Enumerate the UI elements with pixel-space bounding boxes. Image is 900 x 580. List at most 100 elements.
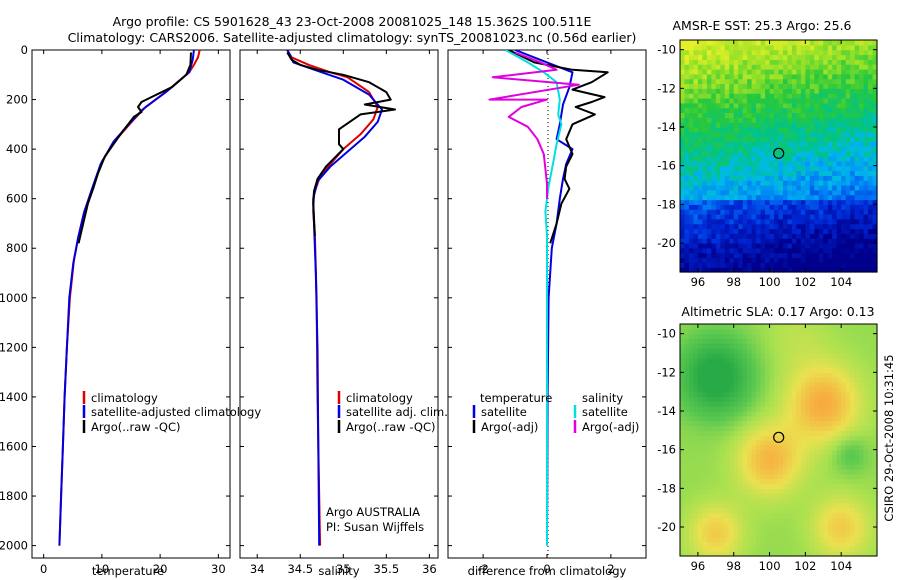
heatmap-cell: [680, 185, 686, 191]
heatmap-cell: [836, 175, 842, 181]
heatmap-cell: [872, 170, 878, 176]
heatmap-cell: [729, 112, 735, 118]
heatmap-cell: [774, 483, 780, 489]
heatmap-cell: [827, 343, 833, 349]
heatmap-cell: [720, 473, 726, 480]
heatmap-cell: [778, 160, 784, 167]
heatmap-cell: [697, 40, 703, 46]
heatmap-cell: [791, 233, 798, 239]
heatmap-cell: [827, 464, 833, 470]
heatmap-cell: [747, 546, 753, 552]
heatmap-cell: [706, 551, 712, 557]
heatmap-cell: [684, 382, 690, 388]
heatmap-cell: [760, 44, 766, 51]
heatmap-cell: [751, 204, 757, 210]
heatmap-cell: [756, 40, 762, 46]
heatmap-cell: [756, 483, 762, 489]
heatmap-cell: [800, 372, 806, 378]
heatmap-cell: [765, 367, 771, 373]
sst-map-panel: AMSR-E SST: 25.3 Argo: 25.6 96 98 100 102 10…: [657, 18, 878, 289]
heatmap-cell: [742, 194, 748, 201]
heatmap-cell: [818, 401, 824, 407]
heatmap-cell: [782, 112, 789, 118]
heatmap-cell: [859, 469, 865, 475]
heatmap-cell: [684, 517, 690, 523]
heatmap-cell: [845, 156, 851, 162]
heatmap-cell: [733, 420, 739, 427]
heatmap-cell: [720, 107, 726, 114]
heatmap-cell: [845, 435, 851, 441]
heatmap-cell: [823, 136, 829, 143]
heatmap-cell: [854, 527, 860, 533]
heatmap-cell: [814, 382, 820, 388]
heatmap-cell: [702, 507, 708, 514]
heatmap-cell: [809, 527, 815, 533]
heatmap-cell: [729, 488, 735, 494]
heatmap-cell: [711, 386, 717, 393]
heatmap-cell: [738, 59, 744, 65]
heatmap-cell: [738, 131, 744, 138]
heatmap-cell: [854, 54, 860, 60]
heatmap-cell: [680, 464, 686, 470]
heatmap-cell: [765, 233, 771, 239]
heatmap-cell: [706, 165, 712, 172]
heatmap-cell: [778, 54, 784, 60]
heatmap-cell: [854, 343, 860, 349]
heatmap-cell: [769, 343, 775, 349]
heatmap-cell: [854, 131, 860, 138]
heatmap-cell: [800, 386, 806, 393]
series-line-temperature-argo-adj: [508, 50, 609, 244]
heatmap-cell: [805, 165, 811, 172]
heatmap-cell: [805, 353, 811, 359]
heatmap-cell: [778, 386, 784, 393]
heatmap-cell: [738, 112, 744, 118]
heatmap-cell: [832, 73, 838, 80]
heatmap-cell: [760, 357, 766, 364]
heatmap-cell: [836, 156, 842, 162]
heatmap-cell: [845, 406, 851, 412]
heatmap-cell: [711, 338, 717, 344]
heatmap-cell: [715, 64, 721, 70]
heatmap-cell: [684, 170, 690, 176]
heatmap-cell: [697, 214, 703, 220]
heatmap-cell: [680, 204, 686, 210]
heatmap-cell: [859, 415, 865, 422]
heatmap-cell: [818, 464, 824, 470]
heatmap-cell: [706, 406, 712, 412]
heatmap-cell: [769, 131, 775, 138]
heatmap-cell: [863, 396, 869, 402]
heatmap-cell: [850, 527, 856, 533]
heatmap-cell: [836, 257, 842, 263]
heatmap-cell: [684, 131, 690, 138]
heatmap-cell: [684, 117, 690, 123]
heatmap-cell: [756, 498, 762, 504]
heatmap-cell: [684, 78, 690, 85]
heatmap-cell: [680, 233, 686, 239]
heatmap-cell: [684, 420, 690, 427]
heatmap-cell: [769, 40, 775, 46]
heatmap-cell: [832, 372, 838, 378]
heatmap-cell: [756, 117, 762, 123]
heatmap-cell: [688, 40, 695, 46]
heatmap-cell: [832, 362, 838, 369]
heatmap-cell: [841, 333, 847, 340]
heatmap-cell: [693, 551, 699, 557]
heatmap-cell: [733, 348, 739, 354]
heatmap-cell: [872, 247, 878, 254]
heatmap-cell: [818, 415, 824, 422]
heatmap-cell: [827, 189, 833, 196]
heatmap-cell: [823, 54, 829, 60]
heatmap-cell: [823, 218, 829, 225]
heatmap-cell: [733, 391, 739, 398]
heatmap-cell: [765, 444, 771, 451]
heatmap-cell: [720, 78, 726, 85]
heatmap-cell: [841, 454, 847, 460]
heatmap-cell: [774, 247, 780, 254]
heatmap-cell: [697, 343, 703, 349]
heatmap-cell: [684, 527, 690, 533]
heatmap-cell: [729, 78, 735, 85]
heatmap-cell: [715, 469, 721, 475]
heatmap-cell: [823, 449, 829, 456]
heatmap-cell: [787, 117, 793, 123]
heatmap-cell: [809, 382, 815, 388]
